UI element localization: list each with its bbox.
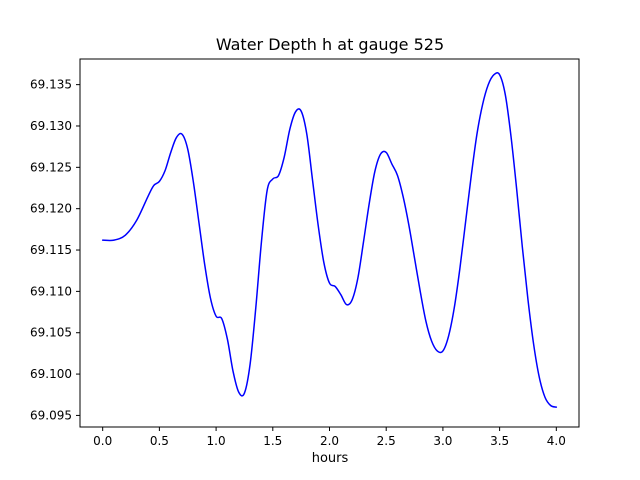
y-tick-label: 69.095 [30, 408, 72, 422]
y-tick-label: 69.115 [30, 243, 72, 257]
y-tick-label: 69.100 [30, 367, 72, 381]
x-tick-label: 1.5 [263, 434, 282, 448]
y-tick-label: 69.120 [30, 202, 72, 216]
x-tick-label: 3.0 [433, 434, 452, 448]
x-tick-label: 3.5 [490, 434, 509, 448]
y-tick-label: 69.125 [30, 160, 72, 174]
y-tick-label: 69.130 [30, 119, 72, 133]
x-tick-label: 0.5 [150, 434, 169, 448]
x-tick-label: 2.5 [377, 434, 396, 448]
y-tick-label: 69.110 [30, 284, 72, 298]
x-tick-label: 2.0 [320, 434, 339, 448]
x-tick-label: 0.0 [93, 434, 112, 448]
x-tick-label: 1.0 [207, 434, 226, 448]
y-tick-label: 69.105 [30, 326, 72, 340]
plot-frame [79, 58, 580, 428]
y-tick-label: 69.135 [30, 78, 72, 92]
x-axis-label: hours [311, 451, 349, 466]
line-series [101, 72, 558, 408]
chart-title: Water Depth h at gauge 525 [215, 35, 445, 54]
x-tick-label: 4.0 [547, 434, 566, 448]
